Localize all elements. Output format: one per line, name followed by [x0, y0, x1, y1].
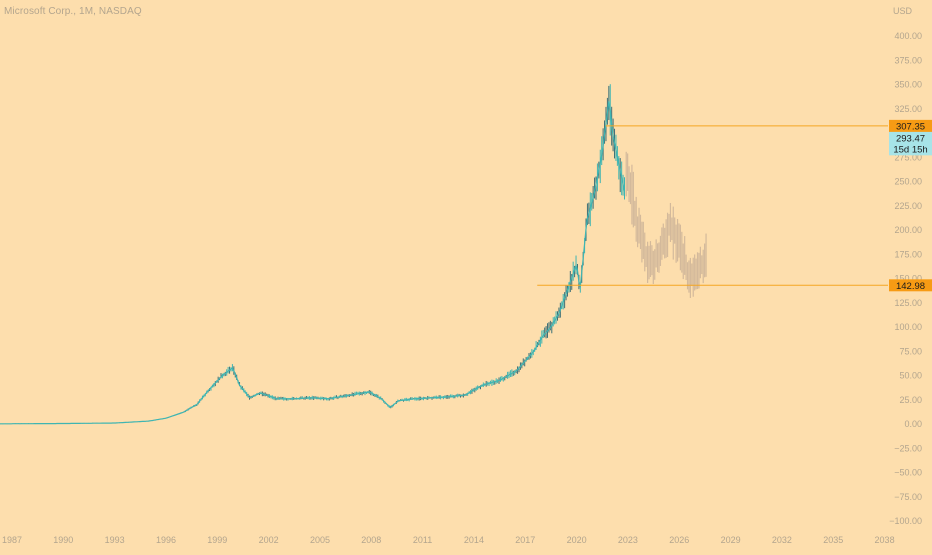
x-tick-label: 2017: [515, 535, 535, 545]
x-tick-label: 2026: [669, 535, 689, 545]
current-price-badge: 293.47: [896, 133, 925, 144]
x-tick-label: 1987: [2, 535, 22, 545]
currency-label: USD: [892, 6, 912, 16]
y-tick-label: 25.00: [899, 395, 922, 405]
y-tick-label: 75.00: [899, 346, 922, 356]
x-tick-label: 2014: [464, 535, 484, 545]
x-tick-label: 2038: [875, 535, 895, 545]
y-tick-label: 250.00: [894, 177, 922, 187]
y-tick-label: 225.00: [894, 201, 922, 211]
y-tick-label: 125.00: [894, 298, 922, 308]
x-tick-label: 2011: [413, 535, 432, 545]
y-tick-label: 200.00: [894, 225, 922, 235]
x-tick-label: 1996: [156, 535, 176, 545]
symbol-title: Microsoft Corp., 1M, NASDAQ: [4, 6, 142, 17]
x-axis[interactable]: 1987 1990 1993 1996 1999 2002 2005 2008 2011 2014…: [2, 535, 895, 545]
y-tick-label: 175.00: [894, 249, 922, 259]
current-price-badge-bg: [889, 129, 932, 156]
support-price-badge-bg: [889, 279, 932, 292]
x-tick-label: 2005: [310, 535, 330, 545]
x-tick-label: 1993: [105, 535, 125, 545]
y-tick-label: −100.00: [889, 516, 922, 526]
y-tick-label: 275.00: [894, 152, 922, 162]
x-tick-label: 2035: [823, 535, 843, 545]
history-series: [0, 84, 626, 425]
resistance-price-badge: 307.35: [896, 121, 925, 132]
resistance-price-badge-bg: [889, 119, 932, 132]
bar-countdown-badge: 15d 15h: [893, 144, 927, 155]
x-tick-label: 2008: [361, 535, 381, 545]
y-tick-label: −75.00: [894, 492, 922, 502]
y-tick-label: 375.00: [894, 55, 922, 65]
x-tick-label: 2002: [259, 535, 279, 545]
y-tick-label: −25.00: [894, 443, 922, 453]
projection-series: [625, 151, 707, 298]
x-tick-label: 2032: [772, 535, 792, 545]
x-tick-label: 1999: [207, 535, 227, 545]
history-line: [0, 101, 626, 425]
y-tick-label: 325.00: [894, 104, 922, 114]
y-tick-label: 50.00: [899, 371, 922, 381]
x-tick-label: 2020: [567, 535, 587, 545]
y-tick-label: 400.00: [894, 31, 922, 41]
x-tick-label: 2023: [618, 535, 638, 545]
y-tick-label: 100.00: [894, 322, 922, 332]
support-price-badge: 142.98: [896, 281, 925, 292]
price-levels: [537, 125, 888, 286]
x-tick-label: 1990: [53, 535, 73, 545]
y-tick-label: 0.00: [904, 419, 922, 429]
x-tick-label: 2029: [721, 535, 741, 545]
y-axis[interactable]: 400.00375.00350.00325.00300.00275.00250.…: [889, 31, 922, 526]
y-tick-label: 350.00: [894, 80, 922, 90]
y-tick-label: −50.00: [894, 468, 922, 478]
y-tick-label: 150.00: [894, 274, 922, 284]
